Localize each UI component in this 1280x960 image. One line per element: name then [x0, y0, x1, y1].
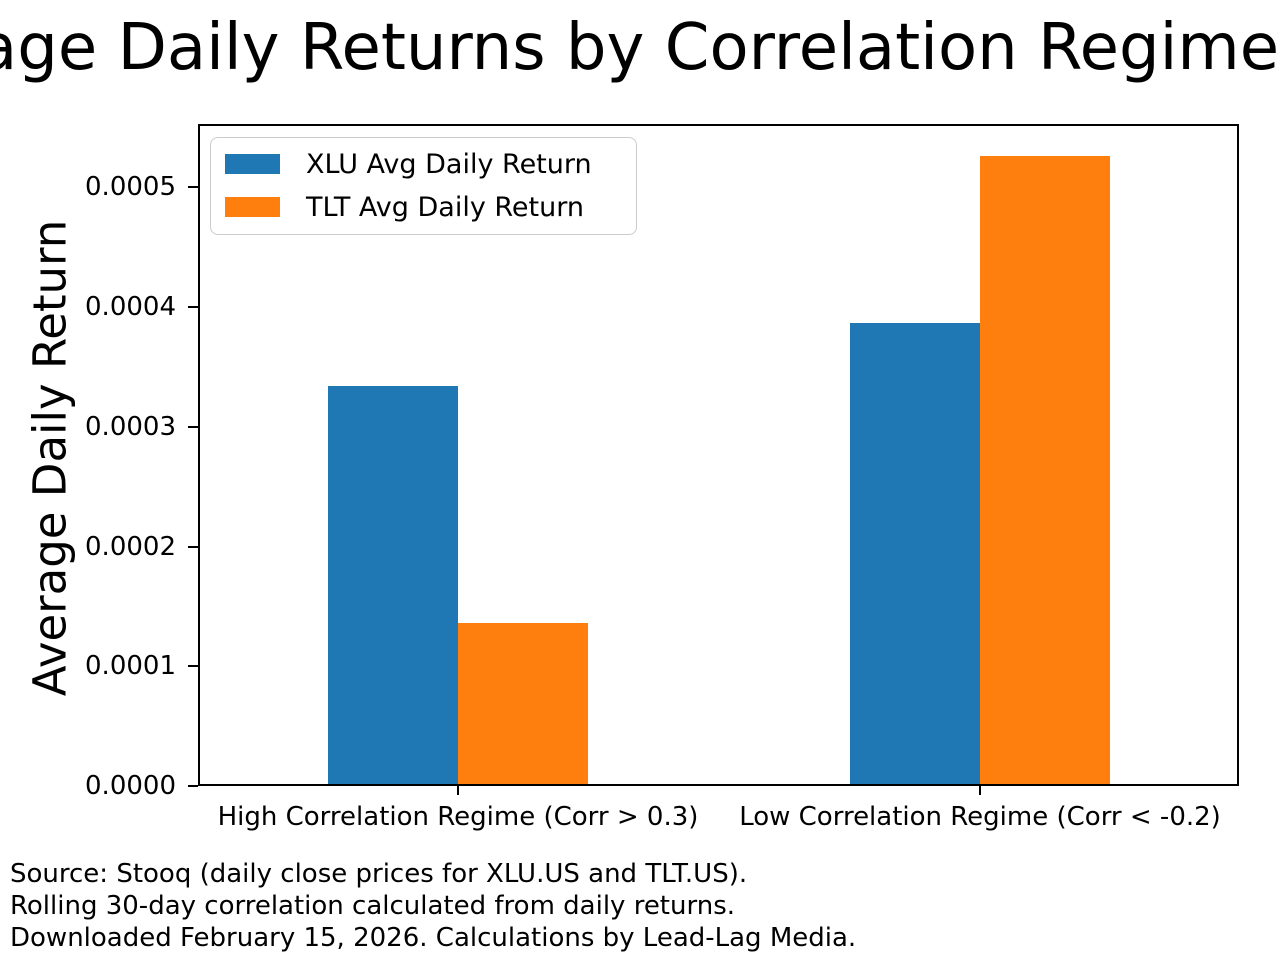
y-tick-0.0000 — [188, 785, 198, 787]
legend-swatch-tlt — [225, 197, 280, 217]
y-tick-0.0005 — [188, 186, 198, 189]
bar-xlu-low-corr — [850, 323, 980, 786]
x-tick-label-low-corr: Low Correlation Regime (Corr < -0.2) — [739, 802, 1221, 832]
legend: XLU Avg Daily Return TLT Avg Daily Retur… — [210, 137, 637, 235]
footnote-line-2: Rolling 30-day correlation calculated fr… — [10, 891, 736, 921]
y-tick-label-0.0003: 0.0003 — [85, 411, 176, 442]
chart-title: age Daily Returns by Correlation Regime … — [0, 11, 1280, 85]
x-tick-label-high-corr: High Correlation Regime (Corr > 0.3) — [217, 802, 699, 832]
legend-item-tlt: TLT Avg Daily Return — [225, 191, 622, 223]
footnote-line-3: Downloaded February 15, 2026. Calculatio… — [10, 923, 857, 953]
plot-area: 0.0000 0.0001 0.0002 0.0003 0.0004 0.0005 High… — [85, 124, 1239, 832]
y-tick-label-0.0001: 0.0001 — [85, 651, 176, 682]
y-axis-label: Average Daily Return — [23, 219, 77, 697]
footnote-line-1: Source: Stooq (daily close prices for XL… — [10, 859, 748, 889]
bar-xlu-high-corr — [328, 386, 458, 786]
y-tick-label-0.0000: 0.0000 — [85, 771, 176, 801]
x-tick-high-corr — [457, 786, 459, 795]
y-tick-label-0.0005: 0.0005 — [85, 172, 176, 203]
x-tick-low-corr — [979, 786, 981, 795]
y-tick-0.0002 — [188, 545, 198, 548]
y-tick-label-0.0004: 0.0004 — [85, 292, 176, 323]
y-tick-label-0.0002: 0.0002 — [85, 531, 176, 562]
source-footnote: Source: Stooq (daily close prices for XL… — [10, 858, 856, 954]
bar-tlt-low-corr — [980, 156, 1110, 786]
bar-tlt-high-corr — [458, 623, 588, 786]
legend-item-xlu: XLU Avg Daily Return — [225, 148, 622, 180]
legend-label-tlt: TLT Avg Daily Return — [306, 191, 584, 223]
y-tick-0.0004 — [188, 306, 198, 309]
y-tick-0.0001 — [188, 665, 198, 668]
y-tick-0.0003 — [188, 425, 198, 428]
legend-swatch-xlu — [225, 154, 280, 174]
legend-label-xlu: XLU Avg Daily Return — [306, 148, 592, 180]
